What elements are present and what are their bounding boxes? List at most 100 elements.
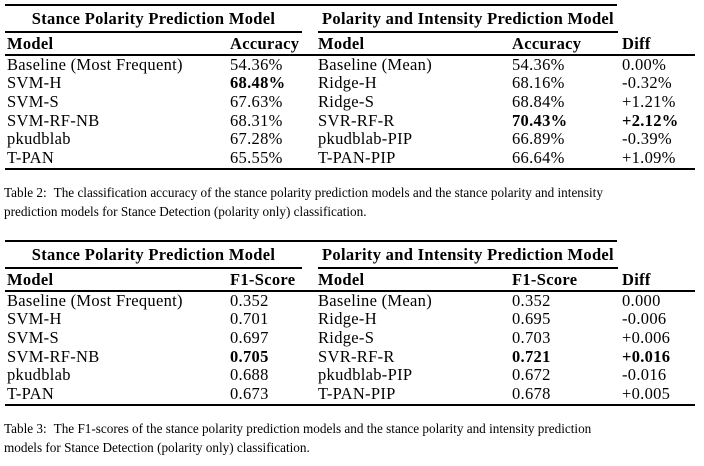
cell-metric-value: 0.352: [512, 290, 551, 310]
cell-model-name: SVM-RF-NB: [7, 110, 100, 130]
cell-model-name: SVM-H: [7, 73, 62, 93]
table-row: SVM-S 0.697 Ridge-S 0.703 +0.006: [5, 327, 695, 348]
cell-model-name: Ridge-H: [318, 309, 377, 329]
column-header-diff: Diff: [622, 33, 651, 53]
caption-text: The F1-scores of the stance polarity pre…: [53, 421, 592, 436]
cell-metric-value: 68.48%: [230, 73, 286, 93]
cell-metric-value: 68.84%: [512, 91, 565, 111]
cell-metric-value: 70.43%: [512, 110, 568, 130]
table-row: SVM-RF-NB 68.31% SVR-RF-R 70.43% +2.12%: [5, 110, 695, 131]
cell-model-name: Baseline (Most Frequent): [7, 290, 183, 310]
group-header-polarity-intensity: Polarity and Intensity Prediction Model: [322, 245, 614, 264]
column-header-model: Model: [318, 269, 365, 289]
caption-text: The classification accuracy of the stanc…: [53, 185, 603, 200]
cell-diff-value: +0.006: [622, 327, 671, 347]
table-row: pkudblab 0.688 pkudblab-PIP 0.672 -0.016: [5, 366, 695, 385]
cell-model-name: SVM-S: [7, 91, 59, 111]
caption-line: prediction models for Stance Detection (…: [4, 204, 367, 219]
cell-diff-value: -0.006: [622, 309, 667, 329]
cell-metric-value: 66.89%: [512, 129, 565, 149]
table-caption: Table 3: The F1-scores of the stance pola…: [4, 419, 702, 457]
table-row: T-PAN 0.673 T-PAN-PIP 0.678 +0.005: [5, 383, 695, 404]
cell-diff-value: +0.005: [622, 383, 671, 403]
cell-metric-value: 0.701: [230, 309, 269, 329]
column-header-model: Model: [318, 33, 365, 53]
table-row: SVM-H 68.48% Ridge-H 68.16% -0.32%: [5, 73, 695, 93]
table-header-rule: [5, 289, 695, 292]
table-accuracy: Stance Polarity Prediction Model Polarit…: [5, 4, 695, 170]
cell-model-name: pkudblab: [7, 129, 71, 149]
cmidrule-right: [318, 267, 618, 269]
cell-model-name: Ridge-H: [318, 73, 377, 93]
cell-metric-value: 67.28%: [230, 129, 283, 149]
cell-metric-value: 54.36%: [512, 54, 565, 74]
column-header-accuracy: Accuracy: [230, 33, 300, 53]
table-top-rule: [5, 240, 617, 242]
caption-label: Table 3:: [4, 421, 47, 436]
caption-line: models for Stance Detection (polarity on…: [4, 440, 310, 455]
cell-model-name: T-PAN-PIP: [318, 383, 396, 403]
table-row: Baseline (Most Frequent) 0.352 Baseline …: [5, 290, 695, 311]
table-header-rule: [5, 53, 695, 56]
cell-metric-value: 0.721: [512, 346, 551, 366]
cell-model-name: Baseline (Most Frequent): [7, 54, 183, 74]
cell-model-name: SVR-RF-R: [318, 346, 395, 366]
cell-metric-value: 67.63%: [230, 91, 283, 111]
cell-model-name: pkudblab: [7, 365, 71, 385]
column-header-f1-score: F1-Score: [512, 269, 578, 289]
cell-model-name: SVM-H: [7, 309, 62, 329]
cell-model-name: SVR-RF-R: [318, 110, 395, 130]
cmidrule-left: [5, 31, 302, 33]
table-row: SVM-RF-NB 0.705 SVR-RF-R 0.721 +0.016: [5, 346, 695, 367]
table-row: pkudblab 67.28% pkudblab-PIP 66.89% -0.3…: [5, 130, 695, 149]
column-header-accuracy: Accuracy: [512, 33, 582, 53]
caption-line: Table 3: The F1-scores of the stance pola…: [4, 419, 702, 438]
cell-diff-value: +1.09%: [622, 147, 676, 167]
caption-line: Table 2: The classification accuracy of t…: [4, 183, 702, 202]
cell-metric-value: 0.695: [512, 309, 551, 329]
cell-diff-value: 0.000: [622, 290, 661, 310]
table-caption: Table 2: The classification accuracy of t…: [4, 183, 702, 221]
column-header-row: Model F1-Score Model F1-Score Diff: [5, 269, 695, 290]
column-header-f1-score: F1-Score: [230, 269, 296, 289]
table-bottom-rule: [5, 167, 695, 170]
group-header-underline: [5, 31, 695, 33]
table-bottom-rule: [5, 403, 695, 406]
table-row: SVM-H 0.701 Ridge-H 0.695 -0.006: [5, 309, 695, 329]
cell-metric-value: 54.36%: [230, 54, 283, 74]
cell-diff-value: +2.12%: [622, 110, 679, 130]
cell-diff-value: -0.39%: [622, 129, 672, 149]
cell-diff-value: -0.016: [622, 365, 667, 385]
group-header-gap: [302, 242, 318, 267]
cell-model-name: Baseline (Mean): [318, 54, 432, 74]
cell-metric-value: 0.678: [512, 383, 551, 403]
group-header-stance-polarity: Stance Polarity Prediction Model: [31, 9, 276, 28]
cell-metric-value: 0.672: [512, 365, 551, 385]
cell-diff-value: +1.21%: [622, 91, 676, 111]
cell-model-name: Baseline (Mean): [318, 290, 432, 310]
table-row: T-PAN 65.55% T-PAN-PIP 66.64% +1.09%: [5, 147, 695, 168]
table-top-rule: [5, 4, 617, 6]
cell-diff-value: 0.00%: [622, 54, 667, 74]
column-header-row: Model Accuracy Model Accuracy Diff: [5, 33, 695, 54]
group-header-underline: [5, 267, 695, 269]
cell-metric-value: 0.352: [230, 290, 269, 310]
caption-label: Table 2:: [4, 185, 47, 200]
cell-model-name: Ridge-S: [318, 91, 375, 111]
cell-model-name: T-PAN: [7, 147, 55, 167]
cell-metric-value: 0.705: [230, 346, 269, 366]
cell-metric-value: 68.31%: [230, 110, 283, 130]
column-header-model: Model: [7, 33, 54, 53]
cell-model-name: SVM-RF-NB: [7, 346, 100, 366]
group-header-stance-polarity: Stance Polarity Prediction Model: [31, 245, 276, 264]
cell-model-name: pkudblab-PIP: [318, 365, 413, 385]
group-header-gap: [302, 6, 318, 31]
cell-metric-value: 0.703: [512, 327, 551, 347]
cell-model-name: pkudblab-PIP: [318, 129, 413, 149]
cell-metric-value: 0.688: [230, 365, 269, 385]
group-header-row: Stance Polarity Prediction Model Polarit…: [5, 6, 695, 31]
cell-metric-value: 68.16%: [512, 73, 565, 93]
column-header-model: Model: [7, 269, 54, 289]
cmidrule-left: [5, 267, 302, 269]
